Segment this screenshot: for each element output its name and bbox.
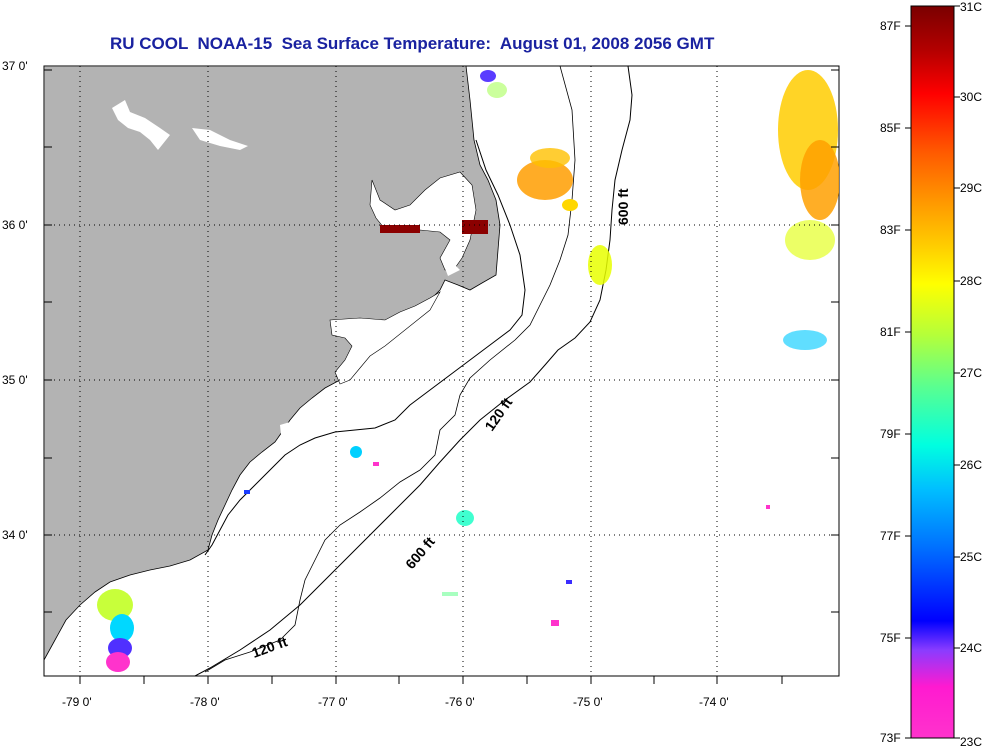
lon-label: -75 0': [573, 695, 603, 709]
colorbar-f-label: 83F: [880, 223, 901, 237]
sst-patches: [97, 70, 839, 672]
graticule: [44, 66, 839, 676]
colorbar-c-label: 23C: [960, 735, 983, 749]
lon-label: -74 0': [699, 695, 729, 709]
lat-label: 36 0': [2, 218, 28, 232]
colorbar-c-label: 26C: [960, 458, 983, 472]
lon-label: -77 0': [318, 695, 348, 709]
colorbar-c-label: 25C: [960, 550, 983, 564]
colorbar-f-label: 73F: [880, 731, 901, 745]
lat-label: 34 0': [2, 528, 28, 542]
colorbar-f-label: 75F: [880, 631, 901, 645]
colorbar: [910, 5, 955, 739]
colorbar-f-label: 87F: [880, 19, 901, 33]
lat-label: 35 0': [2, 373, 28, 387]
lon-label: -76 0': [445, 695, 475, 709]
colorbar-f-label: 81F: [880, 325, 901, 339]
colorbar-c-label: 29C: [960, 181, 983, 195]
lat-label: 37 0': [2, 59, 28, 73]
colorbar-f-label: 79F: [880, 427, 901, 441]
map-title: RU COOL NOAA-15 Sea Surface Temperature:…: [110, 34, 715, 53]
colorbar-c-label: 24C: [960, 641, 983, 655]
lon-label: -78 0': [190, 695, 220, 709]
lon-label: -79 0': [62, 695, 92, 709]
colorbar-c-label: 31C: [960, 0, 983, 14]
colorbar-c-label: 28C: [960, 274, 983, 288]
colorbar-f-label: 77F: [880, 529, 901, 543]
colorbar-f-label: 85F: [880, 121, 901, 135]
colorbar-c-label: 30C: [960, 90, 983, 104]
colorbar-c-label: 27C: [960, 366, 983, 380]
isobath-label: 600 ft: [615, 188, 631, 225]
